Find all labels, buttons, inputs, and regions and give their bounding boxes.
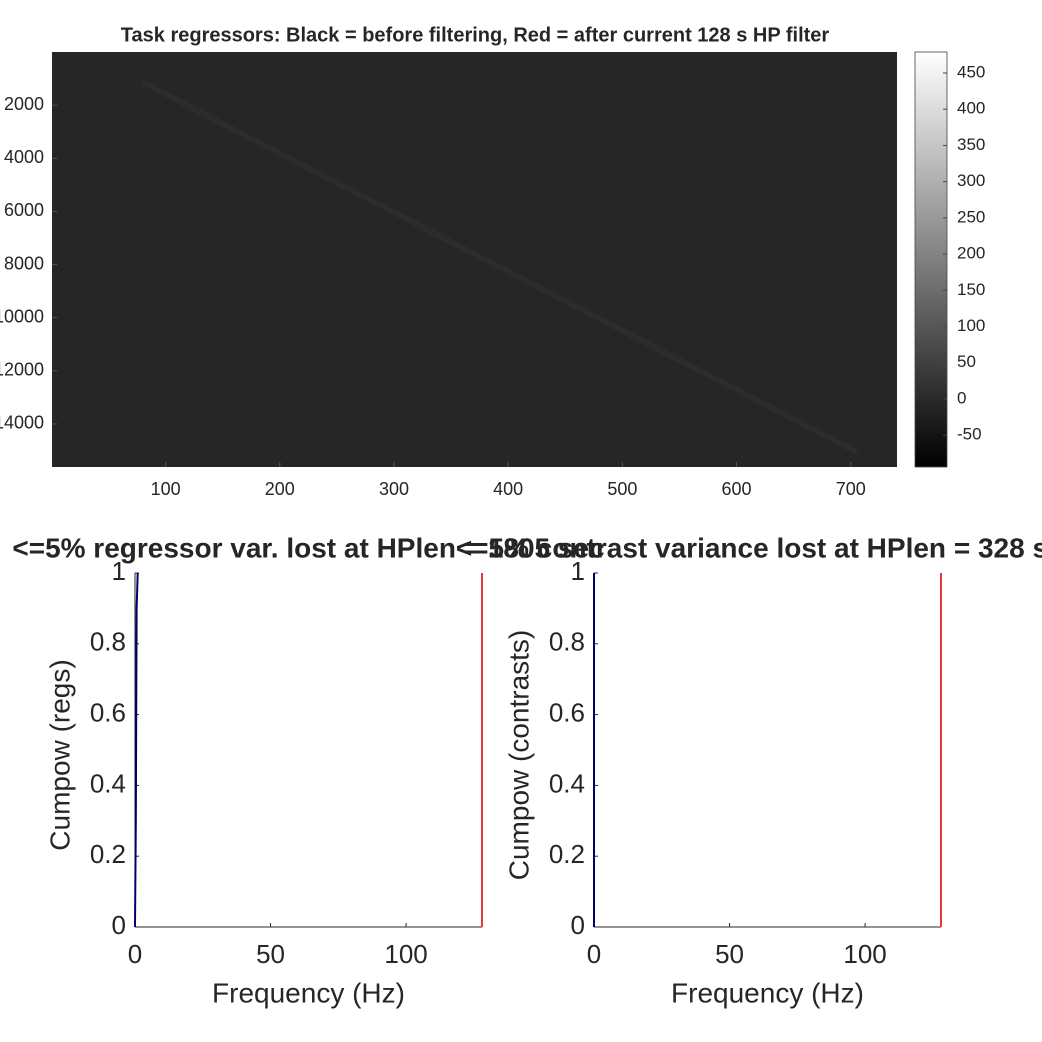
y-tick-label: 8000: [4, 253, 44, 273]
chart-title: <=5% contrast variance lost at HPlen = 3…: [456, 532, 1042, 563]
y-tick-label: 0.8: [549, 627, 585, 657]
annotation: Blue = filtering with <=5% variance loss…: [53, 55, 723, 88]
y-tick-label: 0: [112, 910, 126, 940]
x-tick-label: 100: [384, 939, 427, 969]
colorbar-tick-label: 150: [957, 280, 985, 299]
x-tick-label: 500: [607, 479, 637, 499]
chart-title: <=5% regressor var. lost at HPlen = 1805…: [12, 532, 604, 563]
y-tick-label: 0.2: [90, 839, 126, 869]
y-tick-label: 0.4: [90, 768, 126, 798]
colorbar-tick-label: 400: [957, 99, 985, 118]
y-tick-label: 0: [571, 910, 585, 940]
y-tick-label: 1: [571, 556, 585, 586]
x-tick-label: 400: [493, 479, 523, 499]
x-tick-label: 100: [843, 939, 886, 969]
y-tick-label: 0.6: [549, 697, 585, 727]
colorbar-tick-label: 450: [957, 62, 985, 81]
x-tick-label: 0: [128, 939, 142, 969]
y-tick-label: 6000: [4, 200, 44, 220]
x-tick-label: 0: [587, 939, 601, 969]
y-tick-label: 0.2: [549, 839, 585, 869]
colorbar-tick-label: 0: [957, 388, 966, 407]
y-tick-label: 14000: [0, 413, 44, 433]
x-tick-label: 50: [715, 939, 744, 969]
x-tick-label: 50: [256, 939, 285, 969]
colorbar-tick-label: 100: [957, 316, 985, 335]
colorbar-tick-label: 300: [957, 171, 985, 190]
y-tick-label: 2000: [4, 94, 44, 114]
x-axis-label: Frequency (Hz): [671, 977, 864, 1008]
colorbar-tick-label: 200: [957, 244, 985, 263]
y-tick-label: 0.6: [90, 697, 126, 727]
y-tick-label: 12000: [0, 360, 44, 380]
y-axis-label: Cumpow (regs): [44, 659, 75, 850]
colorbar-tick-label: 350: [957, 135, 985, 154]
x-tick-label: 200: [265, 479, 295, 499]
x-tick-label: 700: [836, 479, 866, 499]
colorbar-tick-label: -50: [957, 425, 982, 444]
series-line: [134, 572, 139, 928]
chart-title: Task regressors: Black = before filterin…: [121, 24, 830, 46]
y-tick-label: 0.8: [90, 627, 126, 657]
x-tick-label: 100: [151, 479, 181, 499]
x-tick-label: 300: [379, 479, 409, 499]
colorbar: [914, 51, 948, 468]
x-axis-label: Frequency (Hz): [212, 977, 405, 1008]
x-tick-label: 600: [722, 479, 752, 499]
y-axis-label: Cumpow (contrasts): [503, 630, 534, 881]
diagonal-trace: [140, 79, 859, 455]
y-tick-label: 0.4: [549, 768, 585, 798]
y-tick-label: 1: [112, 556, 126, 586]
colorbar-tick-label: 250: [957, 207, 985, 226]
y-tick-label: 4000: [4, 147, 44, 167]
colorbar-tick-label: 50: [957, 352, 976, 371]
